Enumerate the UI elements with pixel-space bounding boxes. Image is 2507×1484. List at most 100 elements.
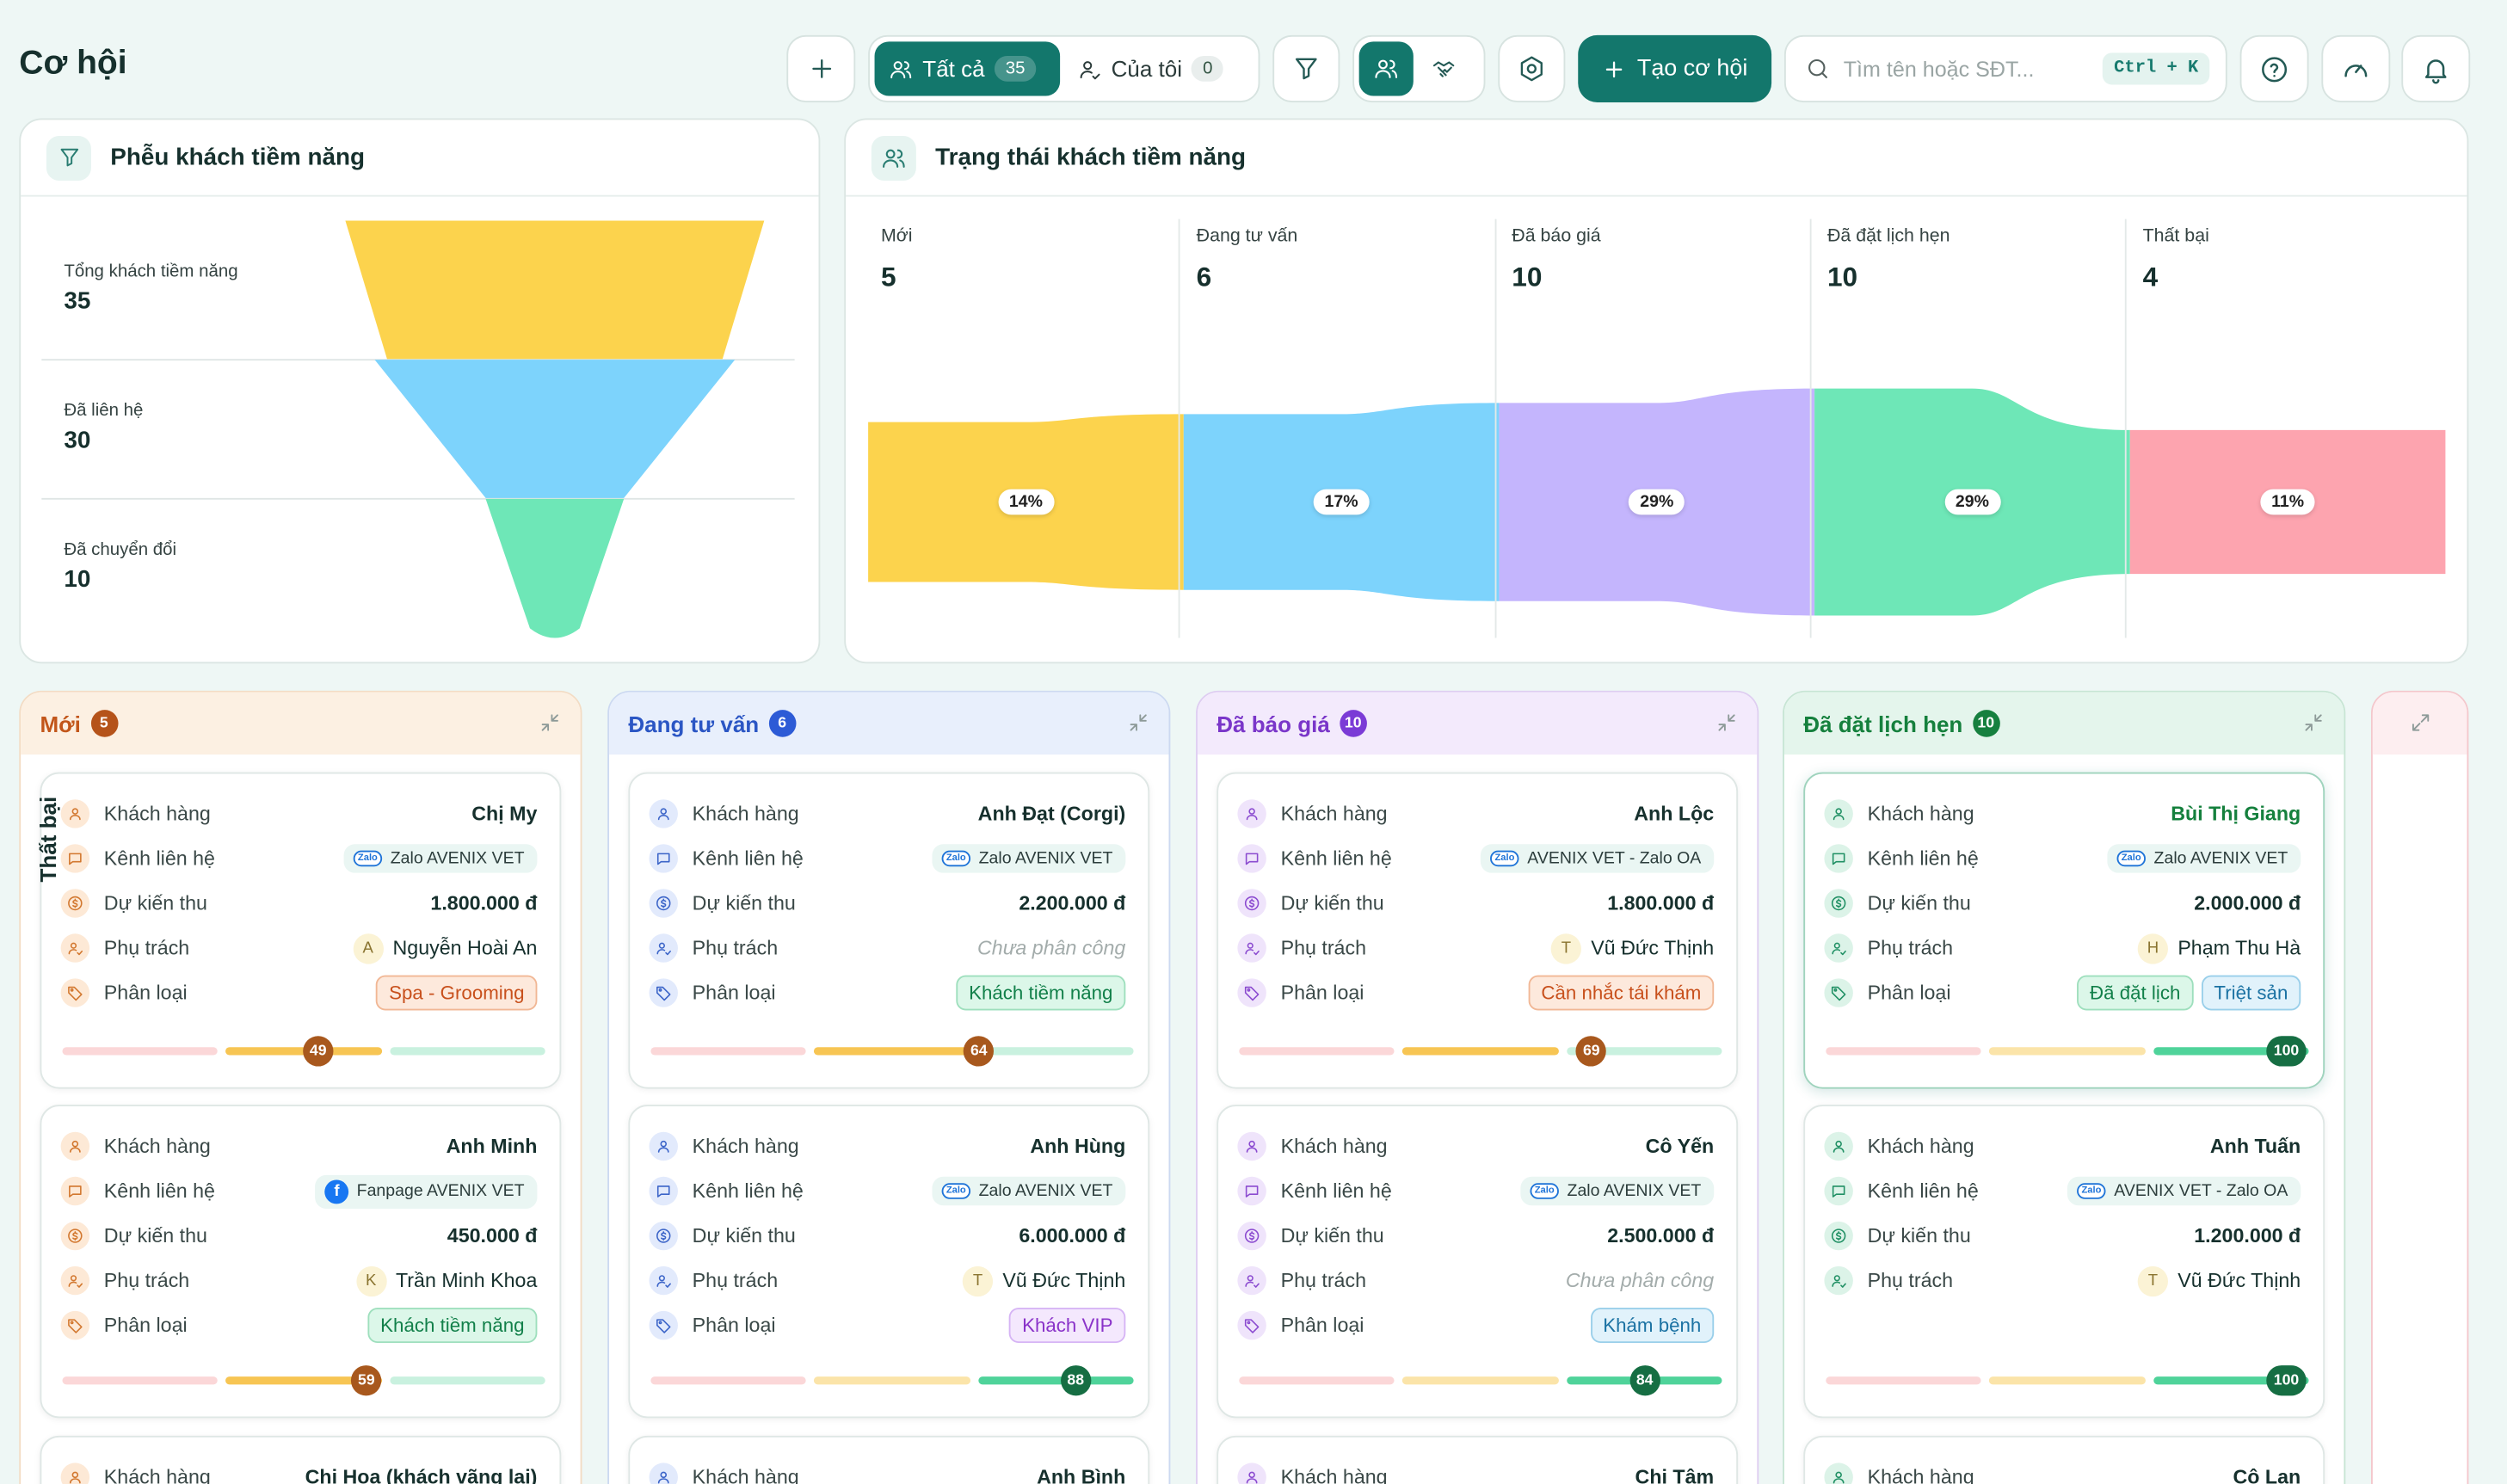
channel-badge: Zalo Zalo AVENIX VET [932, 844, 1126, 873]
customer-name[interactable]: Chị Hoa (khách vãng lai) [305, 1466, 538, 1484]
category-tag[interactable]: Khám bệnh [1590, 1308, 1715, 1344]
expand-column-button[interactable] [2410, 711, 2432, 734]
opportunity-card[interactable]: Khách hàng Chị Hoa (khách vãng lai) [40, 1435, 562, 1484]
opportunity-card[interactable]: Khách hàng Anh Lộc Kênh liên hệ Zalo AVENIX … [1217, 772, 1739, 1089]
opportunity-card[interactable]: Khách hàng Chị Tâm [1217, 1435, 1739, 1484]
message-icon [649, 1176, 678, 1206]
column-count-badge: 6 [768, 710, 796, 737]
owner[interactable]: T Vũ Đức Thịnh [2137, 1265, 2301, 1296]
field-label: Phụ trách [1280, 937, 1367, 960]
zalo-icon: Zalo [941, 1183, 971, 1199]
field-label: Khách hàng [1280, 1135, 1388, 1158]
status-stage-value: 4 [2142, 262, 2159, 293]
view-people-button[interactable] [1358, 41, 1414, 96]
opportunity-card[interactable]: Khách hàng Anh Minh Kênh liên hệ f Fanpage A… [40, 1105, 562, 1419]
collapse-icon [541, 714, 558, 731]
category-tag[interactable]: Triệt sản [2201, 975, 2301, 1011]
card-field-channel: Kênh liên hệ Zalo AVENIX VET - Zalo OA [1237, 841, 1715, 877]
status-divider [2125, 219, 2128, 638]
lead-score-bar: 88 [650, 1365, 1134, 1396]
card-field-customer: Khách hàng Anh Lộc [1237, 796, 1714, 831]
user-icon [649, 1131, 678, 1161]
category-tag[interactable]: Khách tiềm năng [367, 1308, 538, 1344]
column-name: Đang tư vấn [628, 711, 760, 736]
lead-score: 84 [1629, 1365, 1660, 1396]
collapse-column-button[interactable] [2302, 711, 2325, 734]
notifications-button[interactable] [2401, 34, 2471, 102]
field-label: Khách hàng [103, 802, 211, 825]
card-field-category: Phân loại Đã đặt lịch Triệt sản [1824, 975, 2301, 1011]
opportunity-card[interactable]: Khách hàng Anh Tuấn Kênh liên hệ Zalo AVENIX… [1803, 1105, 2325, 1419]
card-field-category: Phân loại Spa - Grooming [60, 975, 538, 1011]
opportunity-card[interactable]: Khách hàng Bùi Thị Giang Kênh liên hệ Zalo Z… [1803, 772, 2325, 1089]
card-field-customer: Khách hàng Chị Hoa (khách vãng lai) [60, 1460, 538, 1484]
lead-score: 64 [964, 1036, 995, 1067]
opportunity-card[interactable]: Khách hàng Chị My Kênh liên hệ Zalo Zalo AVE… [40, 772, 562, 1089]
opportunity-card[interactable]: Khách hàng Cô Yến Kênh liên hệ Zalo Zalo AVE… [1217, 1105, 1739, 1419]
message-icon [1824, 844, 1853, 873]
collapse-column-button[interactable] [1127, 711, 1149, 734]
customer-name[interactable]: Anh Minh [446, 1135, 538, 1158]
owner[interactable]: T Vũ Đức Thịnh [962, 1265, 1125, 1296]
category-tag[interactable]: Đã đặt lịch [2077, 975, 2194, 1011]
customer-name[interactable]: Cô Yến [1645, 1135, 1715, 1158]
customer-name[interactable]: Bùi Thị Giang [2171, 802, 2301, 825]
user-check-icon [1080, 60, 1100, 79]
customer-name[interactable]: Cô Lan [2233, 1466, 2301, 1484]
field-label: Dự kiến thu [692, 891, 796, 915]
expected-revenue: 1.800.000 đ [430, 891, 538, 915]
owner-unassigned[interactable]: Chưa phân công [1565, 1269, 1715, 1292]
card-field-revenue: Dự kiến thu 1.800.000 đ [1237, 886, 1714, 921]
owner[interactable]: K Trần Minh Khoa [355, 1265, 537, 1296]
collapse-column-button[interactable] [539, 711, 561, 734]
customer-name[interactable]: Chị My [471, 802, 538, 825]
card-field-channel: Kênh liên hệ Zalo Zalo AVENIX VET [649, 841, 1126, 877]
card-field-owner: Phụ trách H Phạm Thu Hà [1824, 931, 2301, 966]
category-tag[interactable]: Khách VIP [1009, 1308, 1126, 1344]
create-opportunity-button[interactable]: Tạo cơ hội [1578, 34, 1772, 102]
customer-name[interactable]: Chị Tâm [1635, 1466, 1715, 1484]
dashboard-button[interactable] [2321, 34, 2391, 102]
category-tag[interactable]: Cần nhắc tái khám [1528, 975, 1715, 1011]
funnel-stage-name: Tổng khách tiềm năng [64, 262, 238, 282]
channel-badge: f Fanpage AVENIX VET [315, 1173, 538, 1209]
filter-mine-button[interactable]: Của tôi 0 [1063, 41, 1239, 95]
add-button[interactable] [786, 34, 856, 102]
field-label: Khách hàng [692, 802, 799, 825]
help-button[interactable] [2239, 34, 2309, 102]
owner[interactable]: H Phạm Thu Hà [2137, 933, 2301, 964]
customer-name[interactable]: Anh Lộc [1634, 802, 1715, 825]
category-tag[interactable]: Khách tiềm năng [956, 975, 1126, 1011]
opportunity-card[interactable]: Khách hàng Anh Hùng Kênh liên hệ Zalo Zalo A… [628, 1105, 1150, 1419]
search-input[interactable] [1843, 56, 2091, 81]
expected-revenue: 2.200.000 đ [1019, 891, 1126, 915]
channel-name: AVENIX VET - Zalo OA [1527, 848, 1702, 869]
field-label: Kênh liên hệ [692, 1179, 804, 1203]
user-icon [1237, 1131, 1266, 1161]
customer-name[interactable]: Anh Đạt (Corgi) [977, 802, 1126, 825]
lead-score: 49 [303, 1036, 334, 1067]
owner[interactable]: T Vũ Đức Thịnh [1550, 933, 1714, 964]
score-segment [1989, 1376, 2146, 1385]
owner-unassigned[interactable]: Chưa phân công [977, 937, 1126, 960]
customer-name[interactable]: Anh Bình [1037, 1466, 1126, 1484]
opportunity-card[interactable]: Khách hàng Anh Bình [628, 1435, 1150, 1484]
field-label: Phân loại [692, 1314, 776, 1337]
filter-button[interactable] [1272, 34, 1340, 102]
owner[interactable]: A Nguyễn Hoài An [353, 933, 537, 964]
card-field-customer: Khách hàng Chị Tâm [1237, 1460, 1714, 1484]
opportunity-card[interactable]: Khách hàng Anh Đạt (Corgi) Kênh liên hệ Zal… [628, 772, 1150, 1089]
category-tag[interactable]: Spa - Grooming [376, 975, 538, 1011]
customer-name[interactable]: Anh Tuấn [2209, 1135, 2301, 1158]
filter-all-button[interactable]: Tất cả 35 [874, 41, 1061, 96]
status-stage-name: Mới [880, 226, 913, 247]
customer-name[interactable]: Anh Hùng [1030, 1135, 1126, 1158]
collapse-column-button[interactable] [1715, 711, 1738, 734]
lead-score-bar: 49 [62, 1036, 545, 1067]
view-handshake-button[interactable] [1417, 41, 1471, 95]
score-segment [62, 1047, 219, 1056]
user-check-icon [1824, 933, 1853, 963]
settings-button[interactable] [1498, 34, 1566, 102]
bell-icon [2424, 58, 2447, 83]
